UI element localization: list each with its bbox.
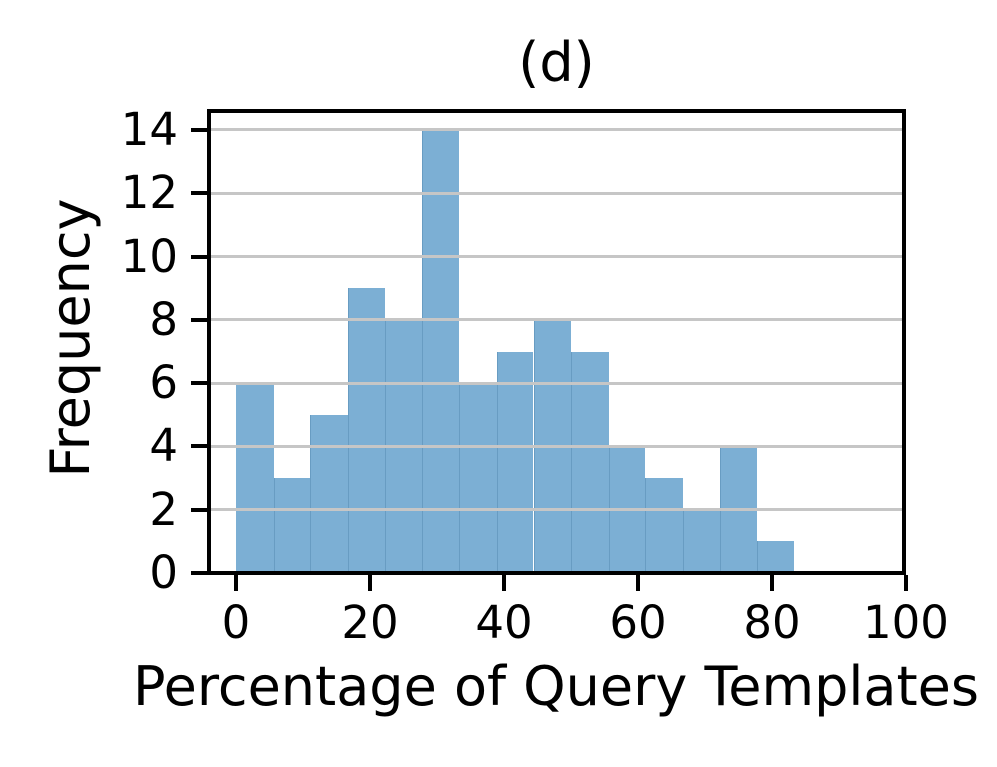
gridline bbox=[211, 191, 902, 195]
histogram-bar bbox=[422, 129, 460, 571]
x-axis-tick bbox=[636, 575, 640, 591]
histogram-bar bbox=[347, 288, 385, 571]
y-axis-tick-label: 10 bbox=[120, 229, 178, 283]
y-axis-tick bbox=[191, 127, 207, 132]
x-axis-tick bbox=[368, 575, 372, 591]
y-axis-tick-label: 12 bbox=[120, 166, 178, 220]
x-axis-tick-label: 40 bbox=[475, 596, 533, 649]
histogram-bar bbox=[645, 478, 683, 571]
plot-area bbox=[207, 109, 906, 575]
histogram-bar bbox=[682, 509, 720, 571]
y-axis-tick-label: 8 bbox=[149, 292, 178, 346]
histogram-bar bbox=[236, 383, 274, 571]
y-axis-label: Frequency bbox=[39, 198, 102, 478]
gridline bbox=[211, 318, 902, 322]
y-axis-tick-label: 4 bbox=[149, 419, 178, 473]
x-axis-tick-label: 20 bbox=[341, 596, 399, 649]
histogram-bar bbox=[273, 478, 311, 571]
gridline bbox=[211, 128, 902, 132]
x-axis-label: Percentage of Query Templates bbox=[133, 655, 979, 718]
y-axis-tick bbox=[191, 507, 207, 512]
y-axis-tick-label: 0 bbox=[149, 546, 178, 599]
x-axis-tick-label: 60 bbox=[609, 596, 667, 649]
gridline bbox=[211, 508, 902, 512]
gridline bbox=[211, 255, 902, 258]
x-axis-tick bbox=[234, 575, 238, 591]
y-axis-tick-label: 6 bbox=[149, 356, 178, 410]
y-axis-tick bbox=[191, 191, 207, 196]
histogram-bar bbox=[757, 541, 795, 571]
x-axis-tick-label: 80 bbox=[743, 596, 801, 649]
histogram-bar bbox=[571, 351, 609, 571]
x-axis-tick-label: 100 bbox=[863, 596, 949, 649]
y-axis-tick-label: 14 bbox=[120, 102, 178, 156]
x-axis-tick bbox=[770, 575, 774, 591]
y-axis-tick bbox=[191, 317, 207, 322]
histogram-bar bbox=[496, 351, 534, 571]
x-axis-tick bbox=[502, 575, 506, 591]
gridline bbox=[211, 381, 902, 385]
gridline bbox=[211, 444, 902, 448]
x-axis-tick-label: 0 bbox=[221, 596, 251, 649]
plot-inner-layer bbox=[211, 113, 902, 571]
y-axis-tick bbox=[191, 254, 207, 259]
y-axis-tick bbox=[191, 571, 207, 575]
x-axis-tick bbox=[904, 575, 908, 591]
y-axis-tick bbox=[191, 444, 207, 449]
histogram-bar bbox=[310, 414, 348, 571]
y-axis-tick bbox=[191, 381, 207, 386]
y-axis-tick-label: 2 bbox=[149, 482, 178, 536]
chart-title: (d) bbox=[518, 31, 595, 94]
histogram-bar bbox=[459, 383, 497, 571]
